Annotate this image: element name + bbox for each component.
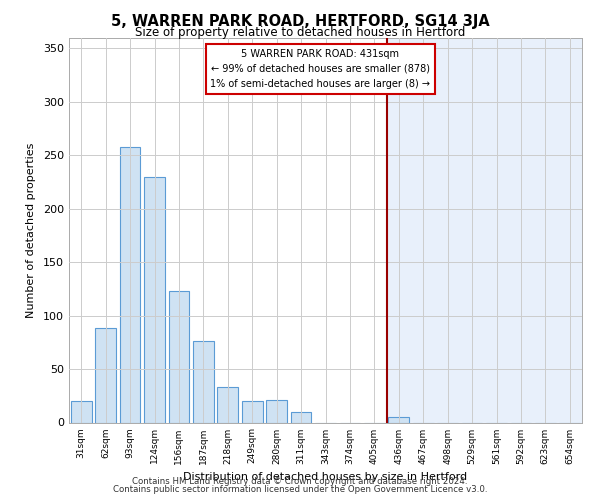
Bar: [266, 400, 287, 422]
Bar: [386, 38, 582, 422]
Bar: [290, 412, 311, 422]
Bar: [193, 341, 214, 422]
Text: Contains HM Land Registry data © Crown copyright and database right 2024.: Contains HM Land Registry data © Crown c…: [132, 477, 468, 486]
Bar: [119, 146, 140, 422]
Bar: [242, 401, 263, 422]
Text: 5 WARREN PARK ROAD: 431sqm
← 99% of detached houses are smaller (878)
1% of semi: 5 WARREN PARK ROAD: 431sqm ← 99% of deta…: [211, 49, 430, 88]
Text: 5, WARREN PARK ROAD, HERTFORD, SG14 3JA: 5, WARREN PARK ROAD, HERTFORD, SG14 3JA: [110, 14, 490, 29]
Text: Size of property relative to detached houses in Hertford: Size of property relative to detached ho…: [135, 26, 465, 39]
Bar: [217, 387, 238, 422]
Bar: [169, 291, 190, 422]
Bar: [388, 417, 409, 422]
Bar: [95, 328, 116, 422]
X-axis label: Distribution of detached houses by size in Hertford: Distribution of detached houses by size …: [184, 472, 467, 482]
Bar: [144, 176, 165, 422]
Bar: [71, 401, 92, 422]
Y-axis label: Number of detached properties: Number of detached properties: [26, 142, 36, 318]
Text: Contains public sector information licensed under the Open Government Licence v3: Contains public sector information licen…: [113, 484, 487, 494]
